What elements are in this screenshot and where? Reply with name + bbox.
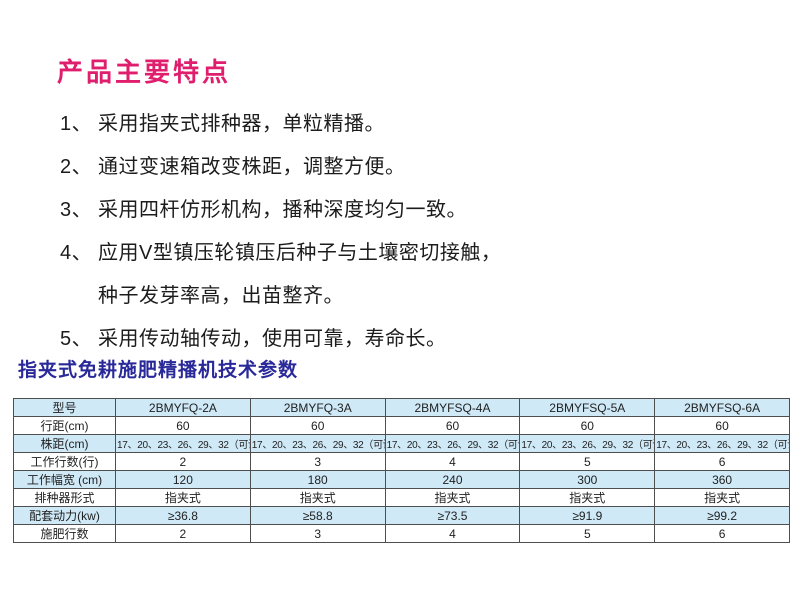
value-cell: 60 [384, 416, 521, 435]
feature-text: 采用传动轴传动，使用可靠，寿命长。 [98, 328, 447, 350]
feature-number: 3、 [60, 199, 93, 221]
feature-list: 1、 采用指夹式排种器，单粒精播。 2、 通过变速箱改变株距，调整方便。 3、 … [60, 107, 501, 365]
feature-number: 1、 [60, 113, 93, 135]
value-cell: 5 [519, 452, 656, 471]
feature-text: 通过变速箱改变株距，调整方便。 [98, 156, 406, 178]
table-row-plant-spacing-cm: 株距(cm) 17、20、23、26、29、32（可调） 17、20、23、26… [13, 434, 790, 453]
value-cell: 2 [115, 524, 251, 543]
value-cell: ≥36.8 [115, 506, 251, 525]
feature-text: 应用V型镇压轮镇压后种子与土壤密切接触， 种子发芽率高，出苗整齐。 [98, 236, 501, 308]
value-cell: 指夹式 [249, 488, 386, 507]
specs-table: 型号 2BMYFQ-2A 2BMYFQ-3A 2BMYFSQ-4A 2BMYFS… [13, 398, 790, 543]
feature-item-4: 4、 应用V型镇压轮镇压后种子与土壤密切接触， 种子发芽率高，出苗整齐。 [60, 236, 501, 308]
table-row-seed-meter-type: 排种器形式 指夹式 指夹式 指夹式 指夹式 指夹式 [13, 488, 790, 507]
value-cell: 60 [115, 416, 251, 435]
row-label-cell: 行距(cm) [13, 416, 116, 435]
value-cell: 360 [654, 470, 790, 489]
header-cell-model: 型号 [13, 398, 116, 417]
value-cell: ≥73.5 [384, 506, 521, 525]
table-row-fertilizer-rows: 施肥行数 2 3 4 5 6 [13, 524, 790, 543]
table-row-working-rows: 工作行数(行) 2 3 4 5 6 [13, 452, 790, 471]
feature-item-3: 3、 采用四杆仿形机构，播种深度均匀一致。 [60, 193, 501, 222]
value-cell: 17、20、23、26、29、32（可调） [384, 434, 521, 453]
feature-item-2: 2、 通过变速箱改变株距，调整方便。 [60, 150, 501, 179]
value-cell: 指夹式 [384, 488, 521, 507]
value-cell: ≥58.8 [249, 506, 386, 525]
value-cell: 17、20、23、26、29、32（可调） [115, 434, 251, 453]
row-label-cell: 配套动力(kw) [13, 506, 116, 525]
specs-table-heading: 指夹式免耕施肥精播机技术参数 [18, 360, 299, 381]
feature-text-line-2: 种子发芽率高，出苗整齐。 [98, 285, 344, 307]
feature-item-1: 1、 采用指夹式排种器，单粒精播。 [60, 107, 501, 136]
table-row-matched-power-kw: 配套动力(kw) ≥36.8 ≥58.8 ≥73.5 ≥91.9 ≥99.2 [13, 506, 790, 525]
table-row-working-width-cm: 工作幅宽 (cm) 120 180 240 300 360 [13, 470, 790, 489]
header-cell-model-6a: 2BMYFSQ-6A [654, 398, 790, 417]
value-cell: 6 [654, 452, 790, 471]
value-cell: 指夹式 [654, 488, 790, 507]
header-cell-model-4a: 2BMYFSQ-4A [384, 398, 521, 417]
value-cell: ≥91.9 [519, 506, 656, 525]
value-cell: 3 [249, 452, 386, 471]
feature-number: 2、 [60, 156, 93, 178]
row-label-cell: 工作行数(行) [13, 452, 116, 471]
row-label-cell: 施肥行数 [13, 524, 116, 543]
table-row-row-spacing-cm: 行距(cm) 60 60 60 60 60 [13, 416, 790, 435]
row-label-cell: 株距(cm) [13, 434, 116, 453]
header-cell-model-5a: 2BMYFSQ-5A [519, 398, 656, 417]
value-cell: 17、20、23、26、29、32（可调） [249, 434, 386, 453]
value-cell: 4 [384, 452, 521, 471]
value-cell: 240 [384, 470, 521, 489]
value-cell: 17、20、23、26、29、32（可调） [654, 434, 790, 453]
value-cell: 60 [654, 416, 790, 435]
row-label-cell: 工作幅宽 (cm) [13, 470, 116, 489]
value-cell: 180 [249, 470, 386, 489]
value-cell: 60 [519, 416, 656, 435]
value-cell: 指夹式 [519, 488, 656, 507]
feature-text: 采用指夹式排种器，单粒精播。 [98, 113, 385, 135]
feature-item-5: 5、 采用传动轴传动，使用可靠，寿命长。 [60, 322, 501, 351]
value-cell: 6 [654, 524, 790, 543]
feature-text: 采用四杆仿形机构，播种深度均匀一致。 [98, 199, 467, 221]
feature-number: 4、 [60, 242, 93, 264]
value-cell: 指夹式 [115, 488, 251, 507]
row-label-cell: 排种器形式 [13, 488, 116, 507]
value-cell: 3 [249, 524, 386, 543]
value-cell: 5 [519, 524, 656, 543]
feature-number: 5、 [60, 328, 93, 350]
value-cell: 2 [115, 452, 251, 471]
value-cell: 4 [384, 524, 521, 543]
value-cell: 300 [519, 470, 656, 489]
value-cell: 17、20、23、26、29、32（可调） [519, 434, 656, 453]
features-title: 产品主要特点 [57, 58, 232, 88]
value-cell: 60 [249, 416, 386, 435]
feature-text-line-1: 应用V型镇压轮镇压后种子与土壤密切接触， [98, 242, 502, 264]
value-cell: ≥99.2 [654, 506, 790, 525]
table-header-row: 型号 2BMYFQ-2A 2BMYFQ-3A 2BMYFSQ-4A 2BMYFS… [13, 398, 790, 417]
header-cell-model-3a: 2BMYFQ-3A [249, 398, 386, 417]
value-cell: 120 [115, 470, 251, 489]
header-cell-model-2a: 2BMYFQ-2A [115, 398, 251, 417]
